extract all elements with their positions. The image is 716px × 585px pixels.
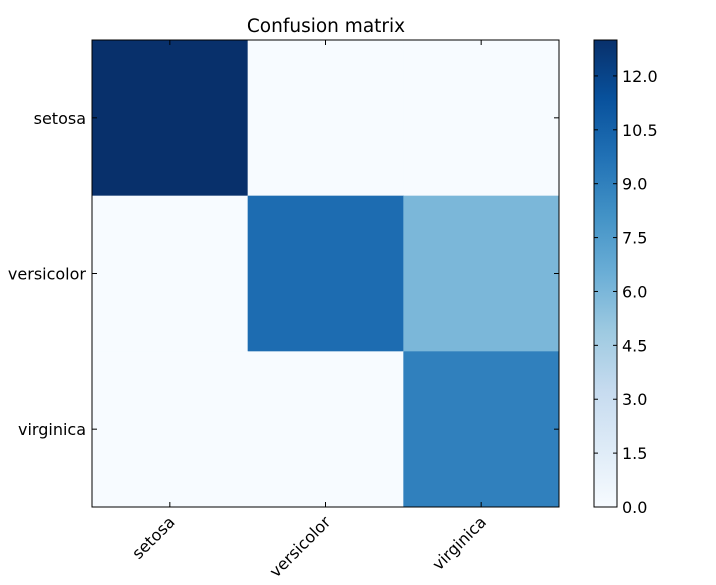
heatmap-cell xyxy=(247,40,404,197)
heatmap-cell xyxy=(403,40,560,197)
x-tick-labels: setosa versicolor virginica xyxy=(128,512,490,581)
heatmap-cell xyxy=(247,351,404,508)
colorbar-tick-label: 9.0 xyxy=(622,175,647,194)
colorbar xyxy=(594,40,617,507)
colorbar-tick-label: 12.0 xyxy=(622,67,658,86)
colorbar-tick-label: 0.0 xyxy=(622,498,647,517)
colorbar-tick-label: 7.5 xyxy=(622,229,647,248)
heatmap-cell xyxy=(403,351,560,508)
chart-title: Confusion matrix xyxy=(247,16,405,37)
heatmap-cell xyxy=(247,195,404,352)
x-tick-label: versicolor xyxy=(266,512,335,581)
colorbar-ticks: 0.0 1.5 3.0 4.5 6.0 7.5 9.0 10.5 12.0 xyxy=(594,67,658,517)
heatmap-cells xyxy=(92,40,560,508)
colorbar-tick-label: 4.5 xyxy=(622,336,647,355)
colorbar-tick-label: 6.0 xyxy=(622,282,647,301)
x-tick-label: virginica xyxy=(428,512,490,574)
heatmap-cell xyxy=(403,195,560,352)
heatmap-cell xyxy=(92,40,249,197)
y-tick-label: versicolor xyxy=(8,265,86,284)
y-tick-labels: setosa versicolor virginica xyxy=(8,109,86,439)
y-tick-label: virginica xyxy=(18,420,86,439)
colorbar-frame xyxy=(593,39,618,508)
colorbar-tick-label: 3.0 xyxy=(622,390,647,409)
y-tick-label: setosa xyxy=(34,109,86,128)
heatmap-cell xyxy=(92,351,249,508)
colorbar-tick-label: 1.5 xyxy=(622,444,647,463)
colorbar-tick-label: 10.5 xyxy=(622,121,658,140)
heatmap-cell xyxy=(92,195,249,352)
x-tick-label: setosa xyxy=(128,512,178,562)
axis-ticks xyxy=(92,40,559,507)
